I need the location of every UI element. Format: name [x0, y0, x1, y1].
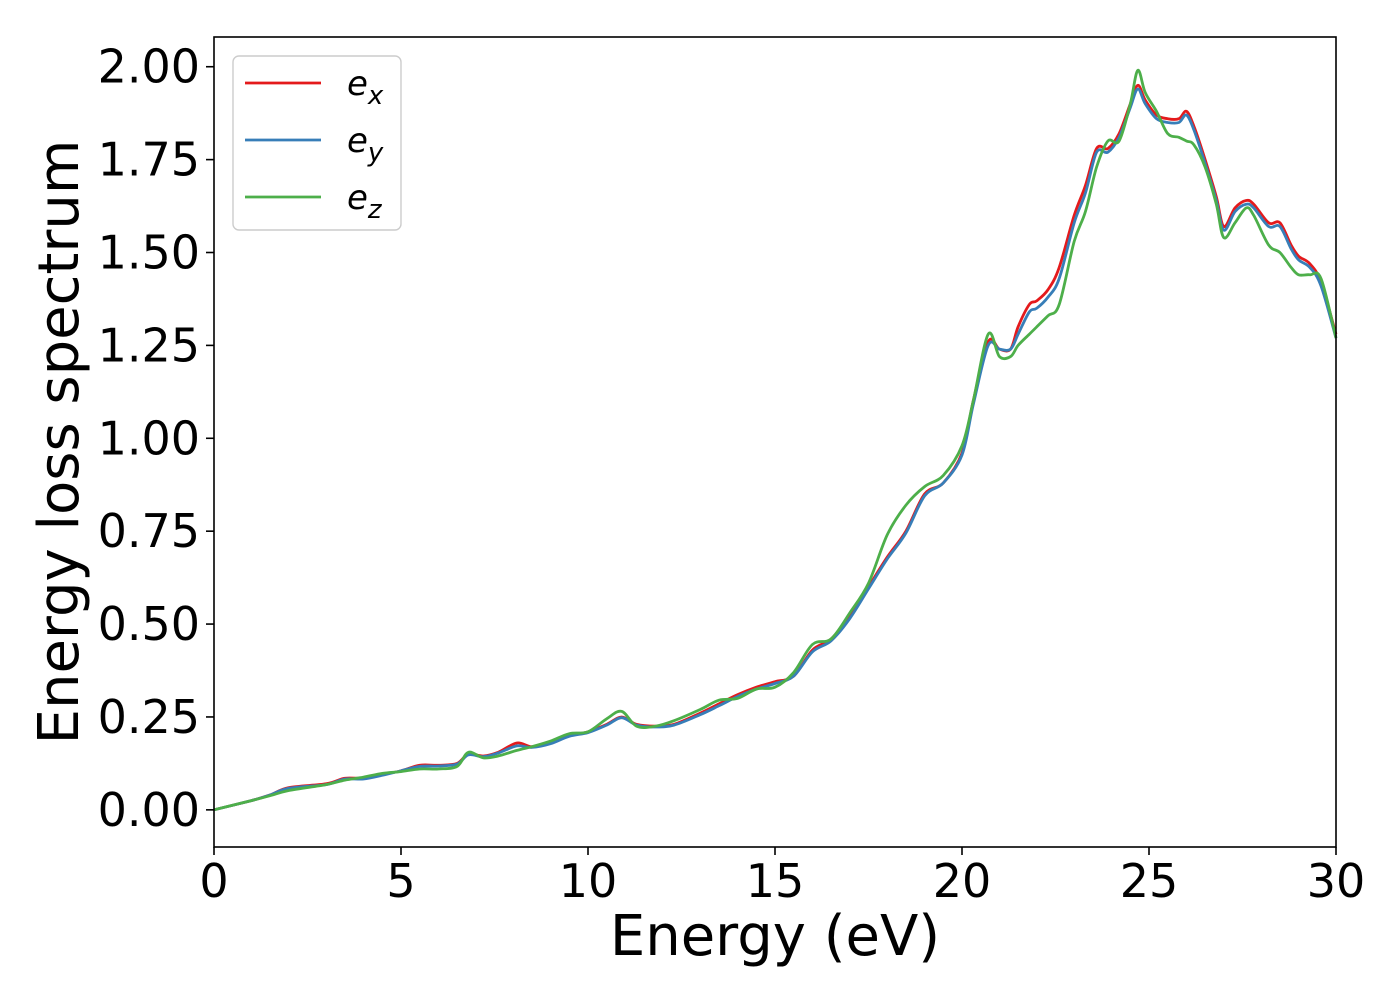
- y-tick-label: 0.25: [98, 690, 200, 744]
- y-tick-label: 0.50: [98, 597, 200, 651]
- x-axis-title: Energy (eV): [610, 904, 940, 969]
- y-tick-label: 1.00: [98, 411, 200, 465]
- series-line-ey: [213, 87, 1338, 812]
- y-tick-label: 0.00: [98, 783, 200, 837]
- legend-box: [232, 55, 402, 231]
- y-tick-label: 1.50: [98, 226, 200, 280]
- ticks-layer: 0 5 10 15 20 25 30 0.00 0.25 0.50 0.75 1.00 1.25 1.50…: [98, 40, 1366, 908]
- x-tick-label: 15: [746, 854, 805, 908]
- y-tick-label: 2.00: [98, 40, 200, 94]
- x-tick-label: 5: [386, 854, 415, 908]
- x-tick-label: 20: [933, 854, 992, 908]
- y-tick-label: 1.75: [98, 133, 200, 187]
- legend-label-ey: ey: [347, 121, 384, 168]
- y-tick-label: 0.75: [98, 504, 200, 558]
- y-tick-label: 1.25: [98, 318, 200, 372]
- x-tick-label: 25: [1120, 854, 1179, 908]
- x-tick-label: 0: [199, 854, 228, 908]
- x-tick-label: 10: [559, 854, 618, 908]
- x-tick-label: 30: [1307, 854, 1366, 908]
- series-layer: [213, 68, 1338, 812]
- y-axis-title: Energy loss spectrum: [27, 140, 92, 745]
- series-line-ez: [213, 68, 1338, 812]
